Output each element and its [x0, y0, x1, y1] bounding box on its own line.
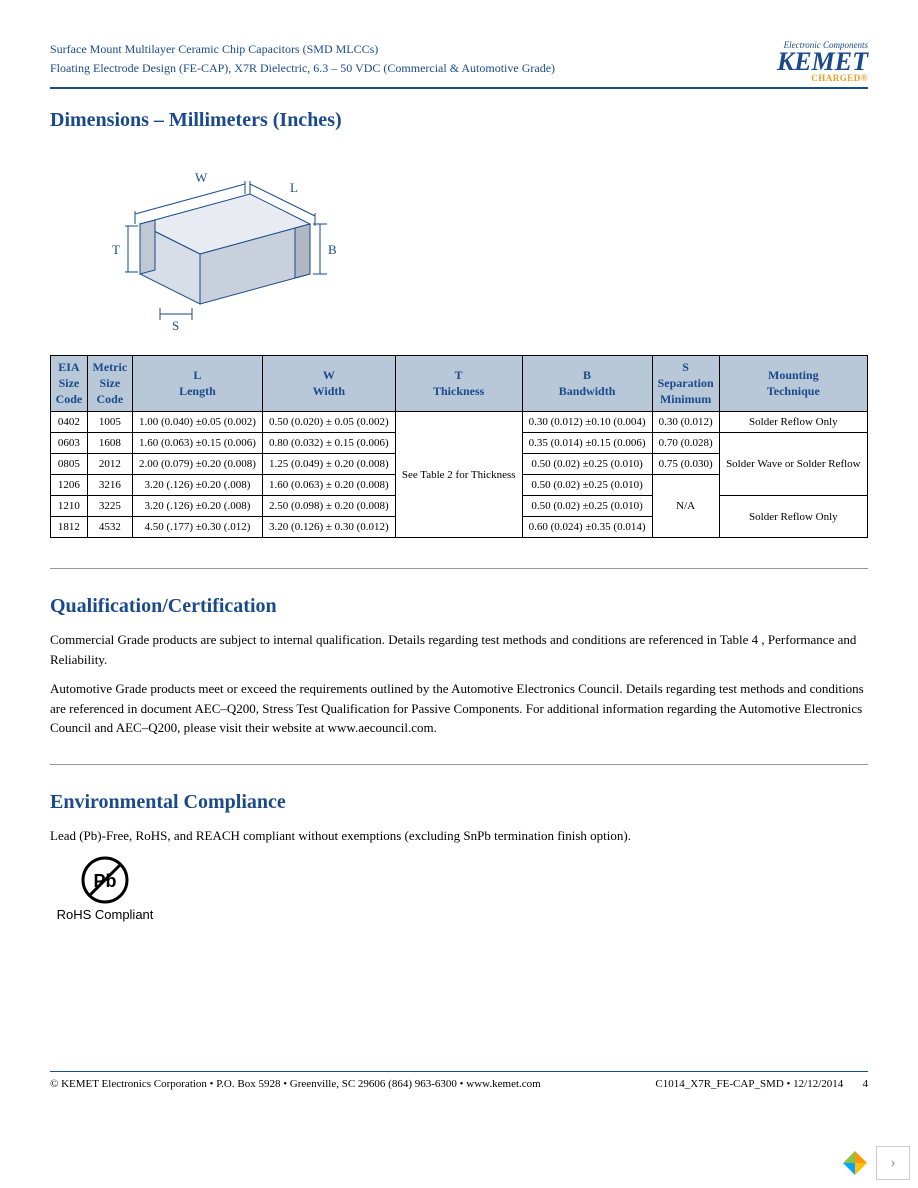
- chevron-right-icon: ›: [890, 1154, 895, 1172]
- pager-logo-icon: [840, 1148, 870, 1178]
- col-eia: EIA Size Code: [51, 356, 88, 412]
- dimensions-table: EIA Size Code Metric Size Code L Length …: [50, 355, 868, 538]
- rohs-compliant-block: Pb RoHS Compliant: [50, 855, 160, 922]
- page-footer: © KEMET Electronics Corporation • P.O. B…: [50, 1071, 868, 1090]
- thickness-note-cell: See Table 2 for Thickness: [395, 412, 522, 538]
- page-header: Surface Mount Multilayer Ceramic Chip Ca…: [50, 40, 868, 89]
- pb-free-icon: Pb: [80, 855, 130, 905]
- section-divider: [50, 568, 868, 569]
- col-bandwidth: B Bandwidth: [522, 356, 652, 412]
- svg-text:Pb: Pb: [93, 871, 116, 891]
- header-text-block: Surface Mount Multilayer Ceramic Chip Ca…: [50, 40, 555, 78]
- qualification-heading: Qualification/Certification: [50, 595, 868, 618]
- table-row: 0402 1005 1.00 (0.040) ±0.05 (0.002) 0.5…: [51, 412, 868, 433]
- rohs-label: RoHS Compliant: [57, 907, 154, 922]
- header-line-2: Floating Electrode Design (FE-CAP), X7R …: [50, 59, 555, 78]
- mount-reflow-only-cell: Solder Reflow Only: [719, 412, 867, 433]
- header-line-1: Surface Mount Multilayer Ceramic Chip Ca…: [50, 40, 555, 59]
- col-mounting: Mounting Technique: [719, 356, 867, 412]
- col-thickness: T Thickness: [395, 356, 522, 412]
- chip-dimension-diagram: W L T B S: [80, 154, 340, 334]
- next-page-button[interactable]: ›: [876, 1146, 910, 1180]
- environmental-heading: Environmental Compliance: [50, 791, 868, 814]
- pager-controls: ›: [840, 1146, 910, 1180]
- col-width: W Width: [262, 356, 395, 412]
- col-separation: S Separation Minimum: [652, 356, 719, 412]
- qualification-paragraph-2: Automotive Grade products meet or exceed…: [50, 679, 868, 738]
- diagram-label-s: S: [172, 318, 179, 333]
- qualification-paragraph-1: Commercial Grade products are subject to…: [50, 630, 868, 669]
- footer-right: C1014_X7R_FE-CAP_SMD • 12/12/2014 4: [655, 1078, 868, 1090]
- section-divider: [50, 764, 868, 765]
- col-metric: Metric Size Code: [87, 356, 132, 412]
- col-length: L Length: [132, 356, 262, 412]
- environmental-paragraph: Lead (Pb)-Free, RoHS, and REACH complian…: [50, 826, 868, 846]
- mount-reflow-only-cell-2: Solder Reflow Only: [719, 496, 867, 538]
- kemet-logo: Electronic Components KEMET CHARGED®: [777, 40, 868, 83]
- separation-na-cell: N/A: [652, 475, 719, 538]
- diagram-label-t: T: [112, 242, 120, 257]
- mount-wave-reflow-cell: Solder Wave or Solder Reflow: [719, 433, 867, 496]
- diagram-label-w: W: [195, 170, 208, 185]
- logo-main-text: KEMET: [777, 50, 868, 73]
- dimensions-heading: Dimensions – Millimeters (Inches): [50, 109, 868, 132]
- diagram-label-l: L: [290, 180, 298, 195]
- diagram-label-b: B: [328, 242, 337, 257]
- footer-left: © KEMET Electronics Corporation • P.O. B…: [50, 1078, 541, 1090]
